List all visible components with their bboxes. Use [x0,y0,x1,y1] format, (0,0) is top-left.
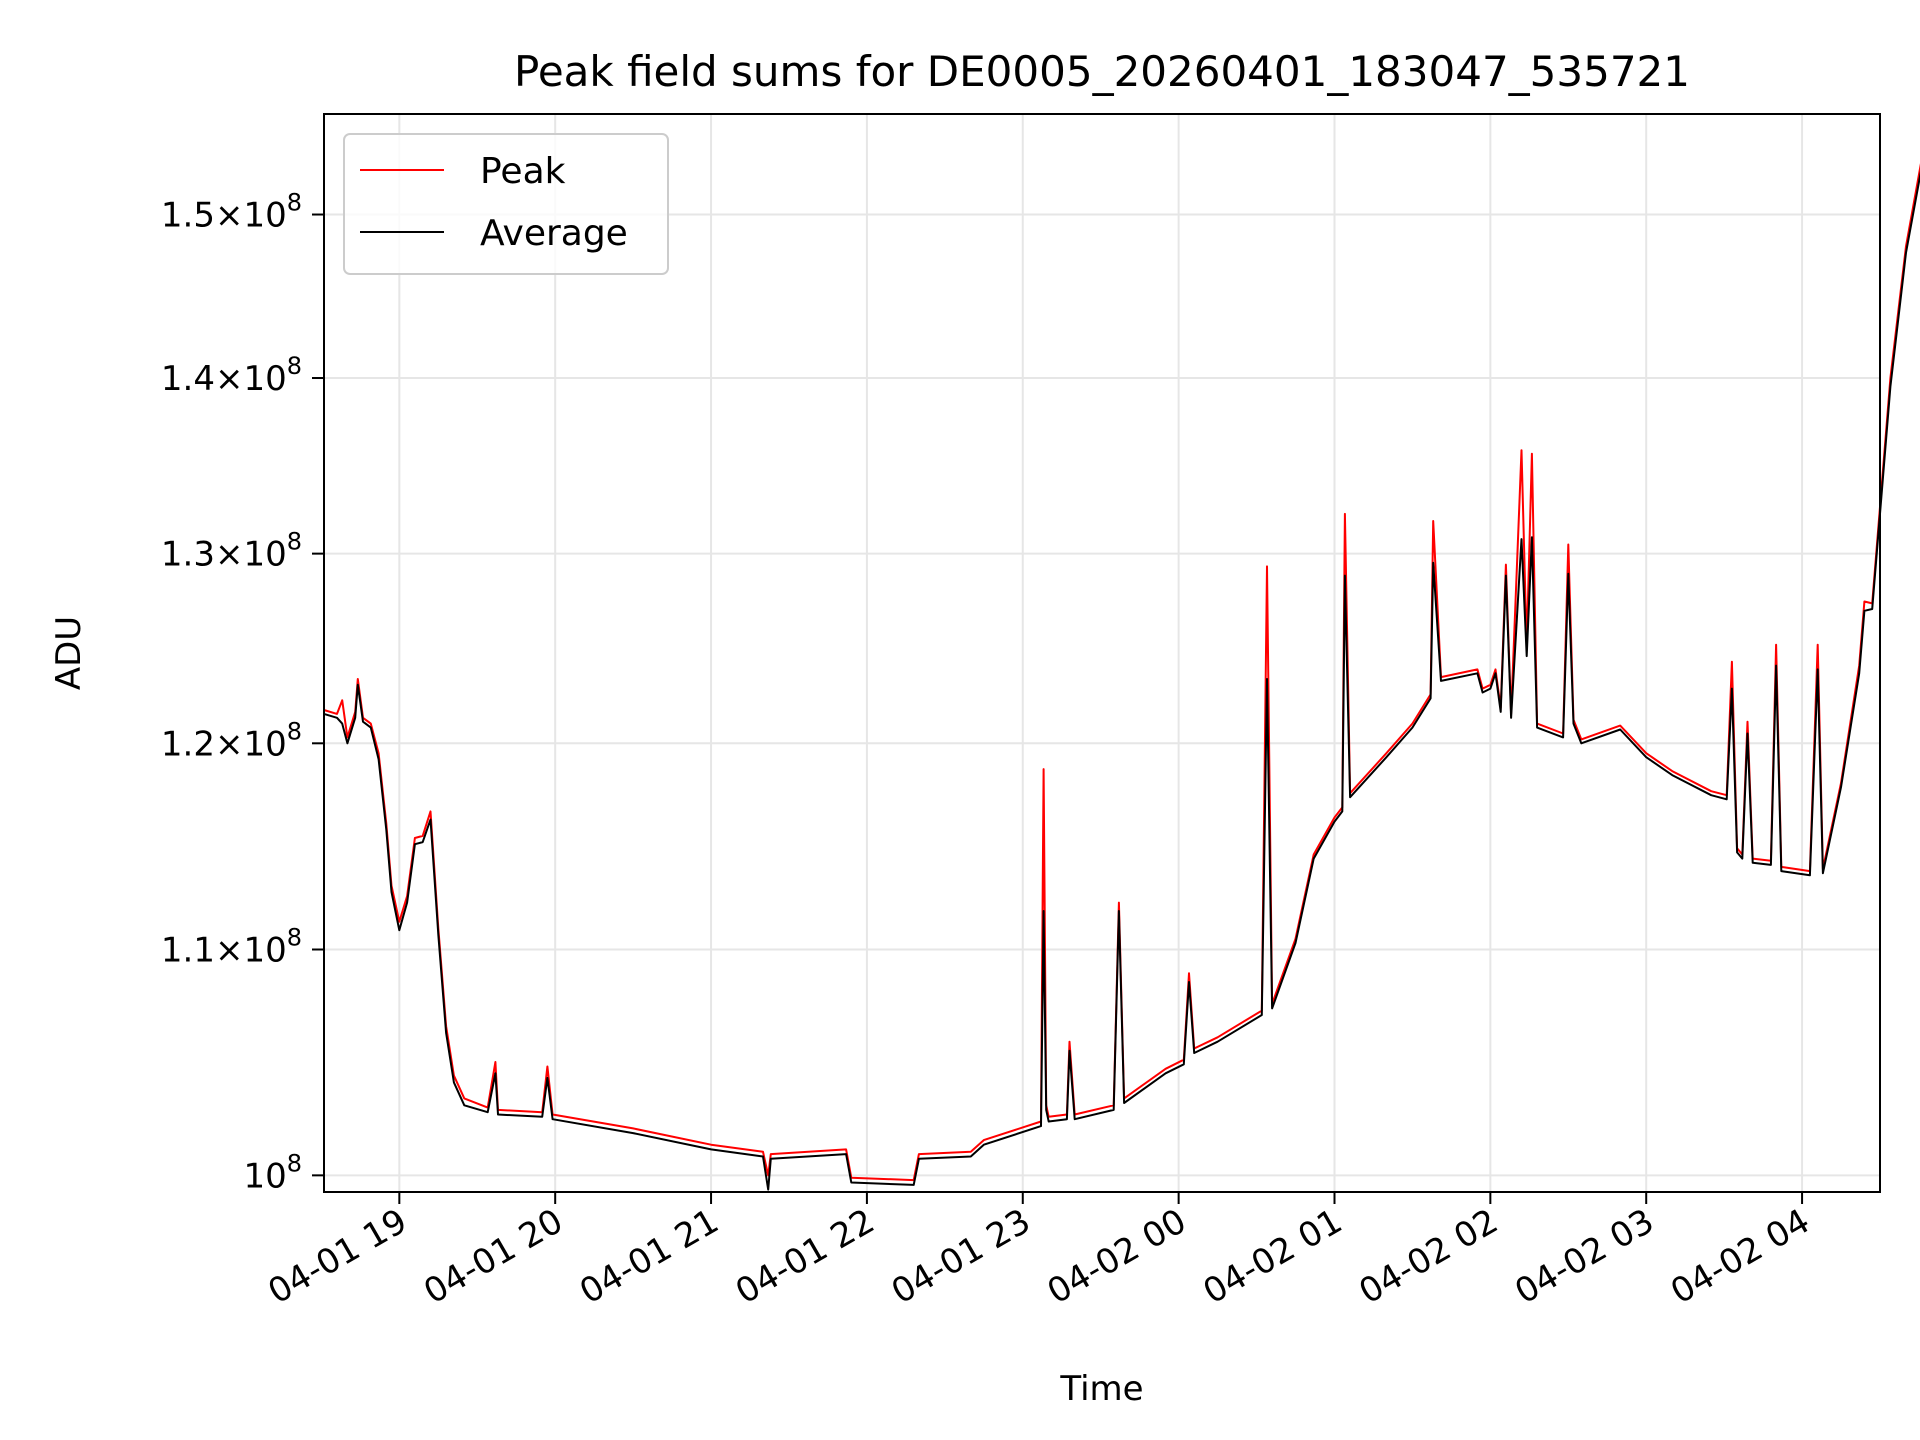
y-tick-label: 1.5×108 [161,189,302,236]
y-axis-ticks: 108 1.1×108 1.2×108 1.3×108 1.4×108 1.5×108 [161,189,324,1196]
legend-label-peak: Peak [480,151,566,192]
y-tick-label: 1.3×108 [161,528,302,575]
y-axis-label: ADU [49,616,89,690]
legend: Peak Average [343,133,669,275]
y-tick-label: 108 [243,1149,302,1196]
x-axis-label: Time [1059,1369,1143,1409]
chart-title: Peak field sums for DE0005_20260401_1830… [514,47,1690,96]
y-tick-label: 1.2×108 [161,717,302,764]
series-layer [323,163,1920,1191]
y-tick-label: 1.1×108 [161,923,302,970]
y-tick-label: 1.4×108 [161,352,302,399]
series-line-average [323,170,1920,1191]
plot-frame [323,113,1881,1193]
legend-label-average: Average [480,213,628,254]
